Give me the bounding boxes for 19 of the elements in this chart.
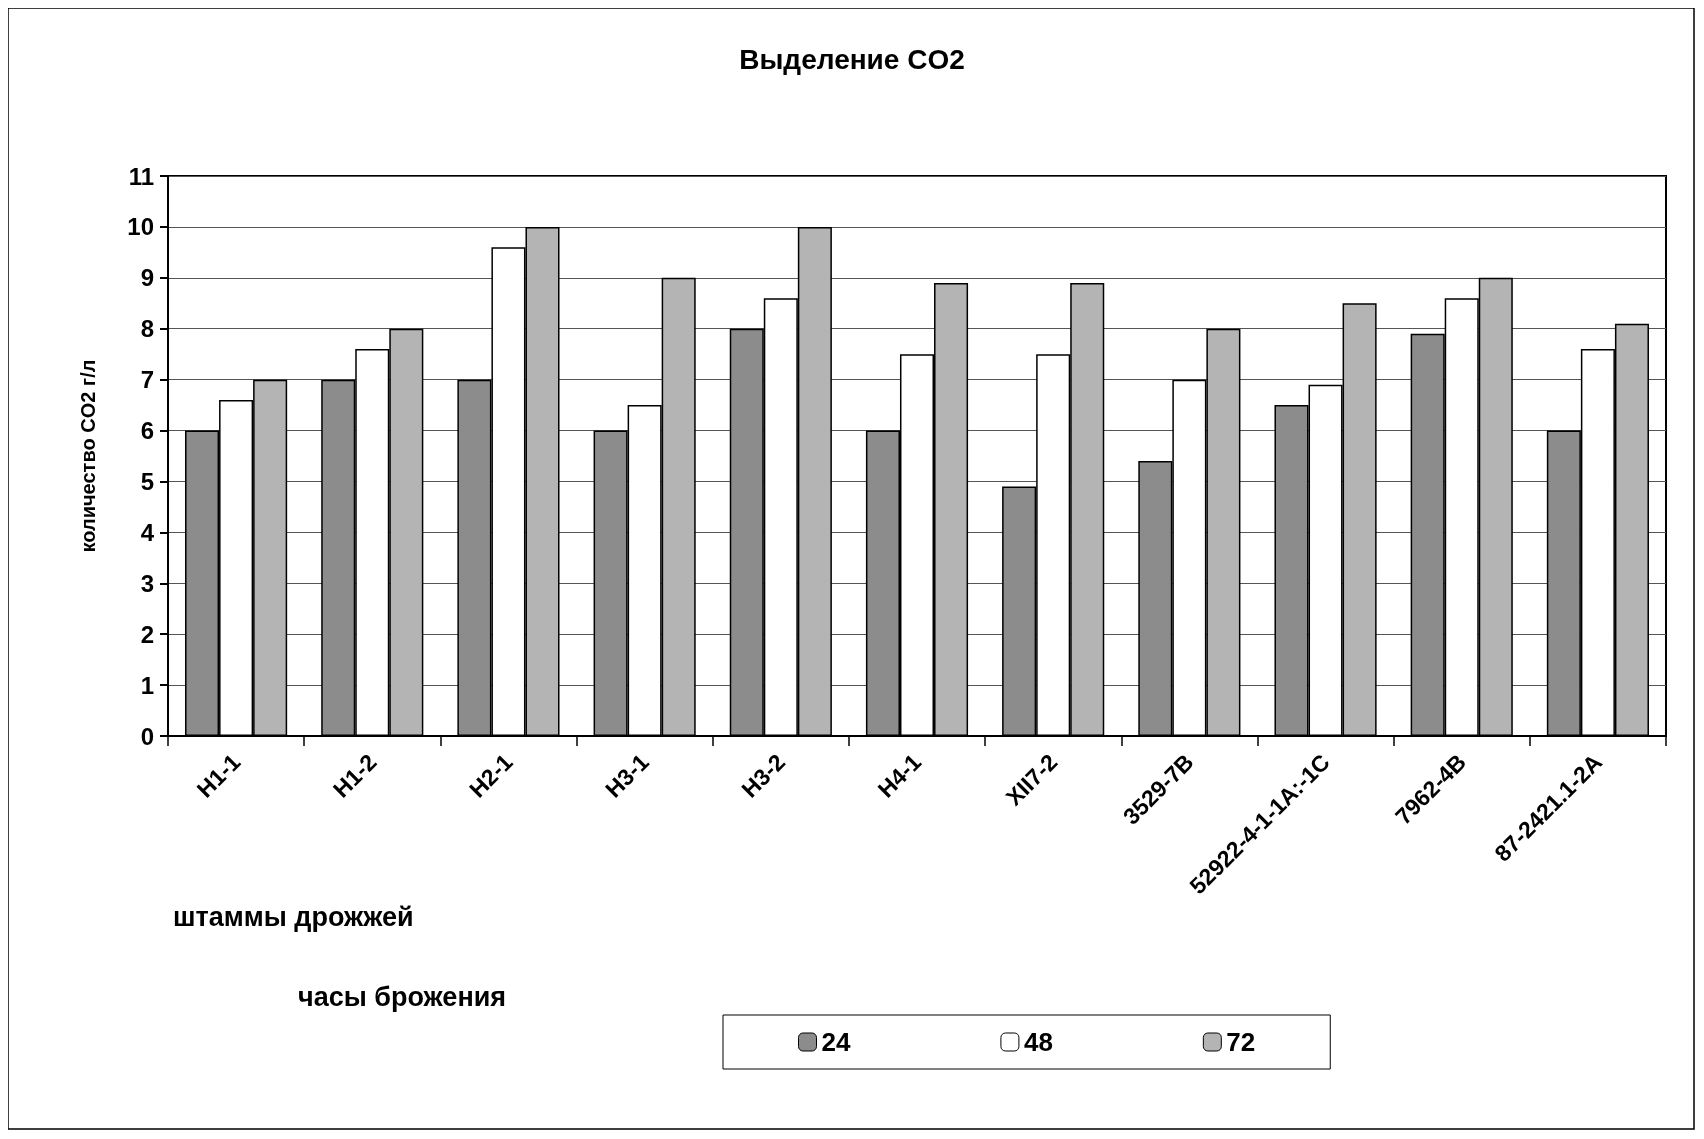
y-tick-label: 3 bbox=[140, 569, 154, 597]
y-tick-label: 1 bbox=[140, 671, 154, 699]
y-tick-label: 9 bbox=[140, 264, 154, 292]
x-axis-title: штаммы дрожжей bbox=[173, 901, 414, 932]
legend-label: 72 bbox=[1226, 1027, 1256, 1057]
legend-label: 48 bbox=[1023, 1027, 1053, 1057]
y-tick-label: 10 bbox=[127, 213, 154, 241]
chart-title: Выделение CO2 bbox=[739, 43, 965, 75]
legend-label: 24 bbox=[821, 1027, 851, 1057]
y-tick-label: 6 bbox=[140, 417, 154, 445]
y-tick-label: 7 bbox=[140, 366, 154, 394]
y-tick-label: 2 bbox=[140, 620, 154, 648]
y-tick-label: 0 bbox=[140, 722, 154, 750]
y-tick-label: 4 bbox=[140, 518, 155, 546]
y-tick-label: 8 bbox=[140, 315, 154, 343]
legend-title: часы брожения bbox=[298, 981, 507, 1012]
y-axis-title: количество CO2 г/л bbox=[77, 359, 99, 553]
y-tick-label: 11 bbox=[128, 162, 154, 190]
y-tick-label: 5 bbox=[140, 467, 154, 495]
